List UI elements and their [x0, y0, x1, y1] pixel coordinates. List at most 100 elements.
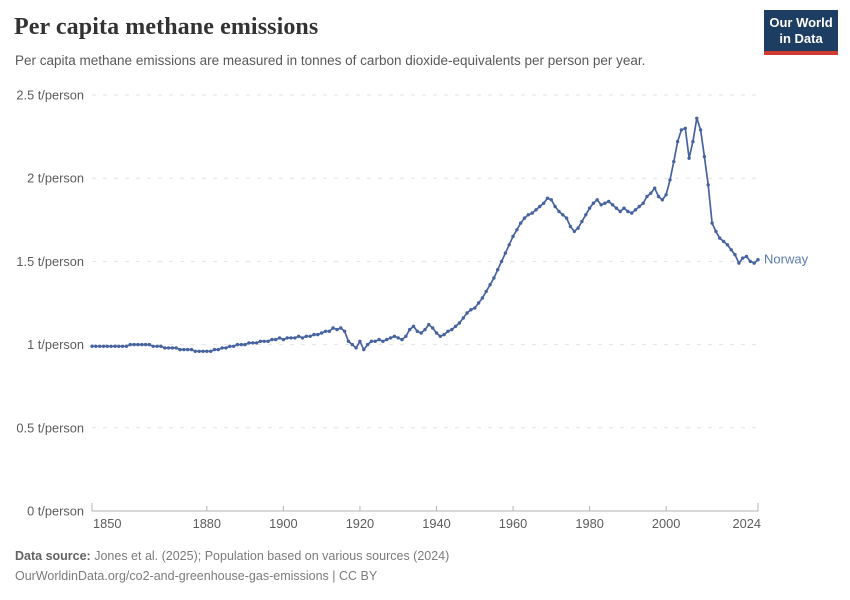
data-point-marker: [274, 337, 278, 342]
data-point-marker: [519, 221, 523, 225]
data-point-marker: [748, 259, 752, 264]
data-point-marker: [308, 334, 312, 338]
data-point-marker: [679, 128, 684, 132]
data-point-marker: [492, 276, 496, 280]
data-point-marker: [205, 349, 209, 353]
data-point-marker: [664, 193, 668, 197]
data-point-marker: [630, 211, 634, 215]
data-point-marker: [239, 342, 243, 347]
y-axis-labels: 0 t/person 0.5 t/person 1 t/person 1.5 t/pe…: [16, 88, 84, 519]
data-point-marker: [488, 283, 492, 287]
data-point-marker: [457, 321, 462, 325]
data-point-marker: [461, 316, 465, 320]
data-point-marker: [404, 334, 408, 338]
data-point-marker: [710, 221, 714, 225]
data-point-marker: [101, 344, 106, 348]
data-point-marker: [438, 334, 442, 338]
data-point-marker: [212, 347, 217, 352]
data-point-marker: [752, 261, 756, 265]
series-norway[interactable]: [90, 116, 760, 353]
data-point-marker: [507, 243, 511, 247]
data-point-marker: [721, 239, 726, 244]
data-point-marker: [622, 206, 626, 210]
data-point-marker: [614, 206, 619, 210]
data-point-marker: [174, 346, 178, 350]
data-point-marker: [526, 213, 530, 217]
data-point-marker: [453, 324, 458, 328]
data-point-marker: [649, 191, 653, 195]
data-point-marker: [599, 203, 603, 207]
data-point-marker: [262, 339, 266, 343]
data-point-marker: [109, 344, 113, 348]
data-point-marker: [714, 229, 718, 234]
data-point-marker: [124, 344, 129, 348]
gridlines: [92, 94, 758, 429]
data-point-marker: [365, 342, 370, 347]
data-point-marker: [369, 339, 374, 343]
data-point-marker: [220, 346, 224, 350]
data-point-marker: [610, 203, 615, 207]
data-point-marker: [151, 344, 155, 348]
y-axis-tick-label: 1 t/person: [27, 337, 84, 352]
data-point-marker: [297, 334, 301, 338]
data-point-marker: [281, 337, 286, 342]
owid-logo-line1: Our World: [769, 15, 833, 30]
data-point-marker: [641, 201, 645, 205]
data-point-marker: [320, 331, 324, 335]
x-axis-tick-label: 1880: [193, 516, 221, 531]
data-point-marker: [362, 347, 366, 352]
data-point-marker: [258, 339, 263, 343]
data-point-marker: [691, 139, 695, 144]
data-point-marker: [656, 194, 661, 199]
data-point-marker: [147, 342, 152, 347]
data-point-marker: [741, 256, 745, 260]
data-point-marker: [247, 341, 251, 345]
entity-label-norway[interactable]: Norway: [764, 252, 809, 267]
data-point-marker: [327, 329, 331, 333]
owid-logo: Our World in Data: [764, 10, 838, 55]
data-point-marker: [243, 342, 247, 347]
x-axis-tick-label: 2024: [733, 516, 761, 531]
data-point-marker: [660, 198, 664, 202]
data-point-marker: [224, 346, 228, 350]
x-axis-tick-label: 1960: [499, 516, 527, 531]
data-point-marker: [216, 347, 220, 352]
data-point-marker: [186, 347, 190, 352]
data-point-marker: [675, 139, 680, 144]
data-point-marker: [182, 347, 186, 352]
data-point-marker: [90, 344, 94, 348]
data-point-marker: [385, 337, 389, 342]
data-source-label: Data source:: [15, 549, 91, 563]
data-point-marker: [423, 327, 427, 332]
data-point-marker: [266, 339, 270, 343]
data-point-marker: [105, 344, 110, 348]
data-point-marker: [702, 154, 707, 159]
data-point-marker: [633, 208, 638, 212]
data-point-marker: [235, 342, 240, 347]
chart-subtitle: Per capita methane emissions are measure…: [15, 53, 646, 68]
data-point-marker: [354, 346, 358, 350]
y-axis-tick-label: 1.5 t/person: [16, 254, 84, 269]
data-point-marker: [587, 206, 592, 210]
data-point-marker: [603, 201, 607, 205]
data-point-marker: [270, 337, 274, 342]
data-point-marker: [201, 349, 205, 353]
series-line[interactable]: [91, 117, 759, 353]
data-point-marker: [465, 311, 469, 315]
data-point-marker: [113, 344, 117, 348]
data-point-marker: [706, 183, 710, 187]
data-point-marker: [576, 226, 580, 230]
data-point-marker: [392, 334, 397, 338]
data-point-marker: [155, 344, 159, 348]
data-point-marker: [377, 337, 381, 342]
data-source-text: Jones et al. (2025); Population based on…: [94, 549, 450, 563]
owid-url-link[interactable]: OurWorldinData.org/co2-and-greenhouse-ga…: [15, 569, 329, 583]
data-point-marker: [503, 251, 508, 255]
data-point-marker: [568, 224, 573, 229]
data-point-marker: [128, 342, 132, 347]
data-point-marker: [350, 342, 354, 347]
data-point-marker: [231, 344, 236, 348]
data-point-marker: [687, 156, 691, 160]
data-point-marker: [729, 248, 733, 252]
